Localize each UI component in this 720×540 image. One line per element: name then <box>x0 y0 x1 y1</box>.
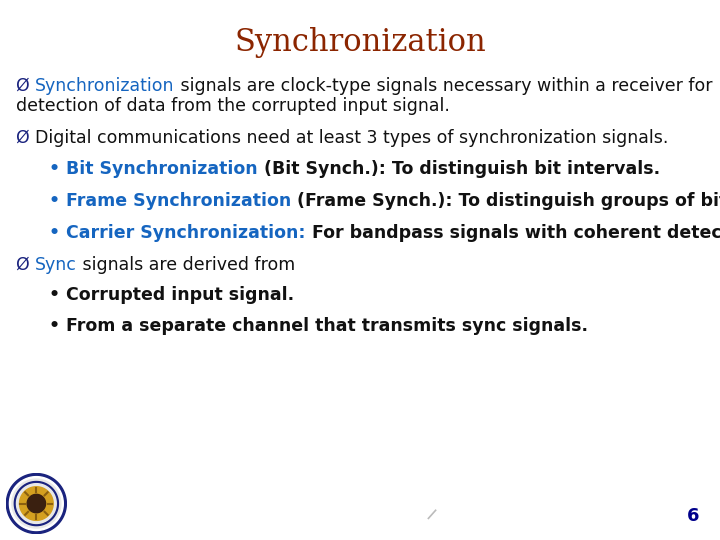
Text: 6: 6 <box>688 507 700 525</box>
Text: Ø: Ø <box>16 256 35 274</box>
Text: Bit Synchronization: Bit Synchronization <box>66 160 258 178</box>
Text: signals are clock-type signals necessary within a receiver for: signals are clock-type signals necessary… <box>174 77 712 94</box>
Text: •: • <box>49 286 66 304</box>
Text: (Bit Synch.): To distinguish bit intervals.: (Bit Synch.): To distinguish bit interva… <box>258 160 660 178</box>
Text: From a separate channel that transmits sync signals.: From a separate channel that transmits s… <box>66 317 588 335</box>
Text: For bandpass signals with coherent detection.: For bandpass signals with coherent detec… <box>305 224 720 242</box>
Text: Carrier Synchronization:: Carrier Synchronization: <box>66 224 305 242</box>
Polygon shape <box>27 495 45 512</box>
Polygon shape <box>9 477 63 530</box>
Text: Ø: Ø <box>16 129 35 146</box>
Text: Corrupted input signal.: Corrupted input signal. <box>66 286 294 304</box>
Text: Sync: Sync <box>35 256 77 274</box>
Text: Frame Synchronization: Frame Synchronization <box>66 192 292 210</box>
Polygon shape <box>12 479 60 528</box>
Text: Synchronization: Synchronization <box>234 27 486 58</box>
Text: Synchronization: Synchronization <box>35 77 174 94</box>
Polygon shape <box>6 474 66 534</box>
Polygon shape <box>19 487 53 521</box>
Text: detection of data from the corrupted input signal.: detection of data from the corrupted inp… <box>16 97 450 115</box>
Text: •: • <box>49 192 66 210</box>
Text: (Frame Synch.): To distinguish groups of bits.: (Frame Synch.): To distinguish groups of… <box>292 192 720 210</box>
Text: •: • <box>49 224 66 242</box>
Text: Digital communications need at least 3 types of synchronization signals.: Digital communications need at least 3 t… <box>35 129 668 146</box>
Text: •: • <box>49 160 66 178</box>
Text: •: • <box>49 317 66 335</box>
Polygon shape <box>14 482 58 525</box>
Text: signals are derived from: signals are derived from <box>77 256 295 274</box>
Polygon shape <box>17 484 56 523</box>
Text: Ø: Ø <box>16 77 35 94</box>
